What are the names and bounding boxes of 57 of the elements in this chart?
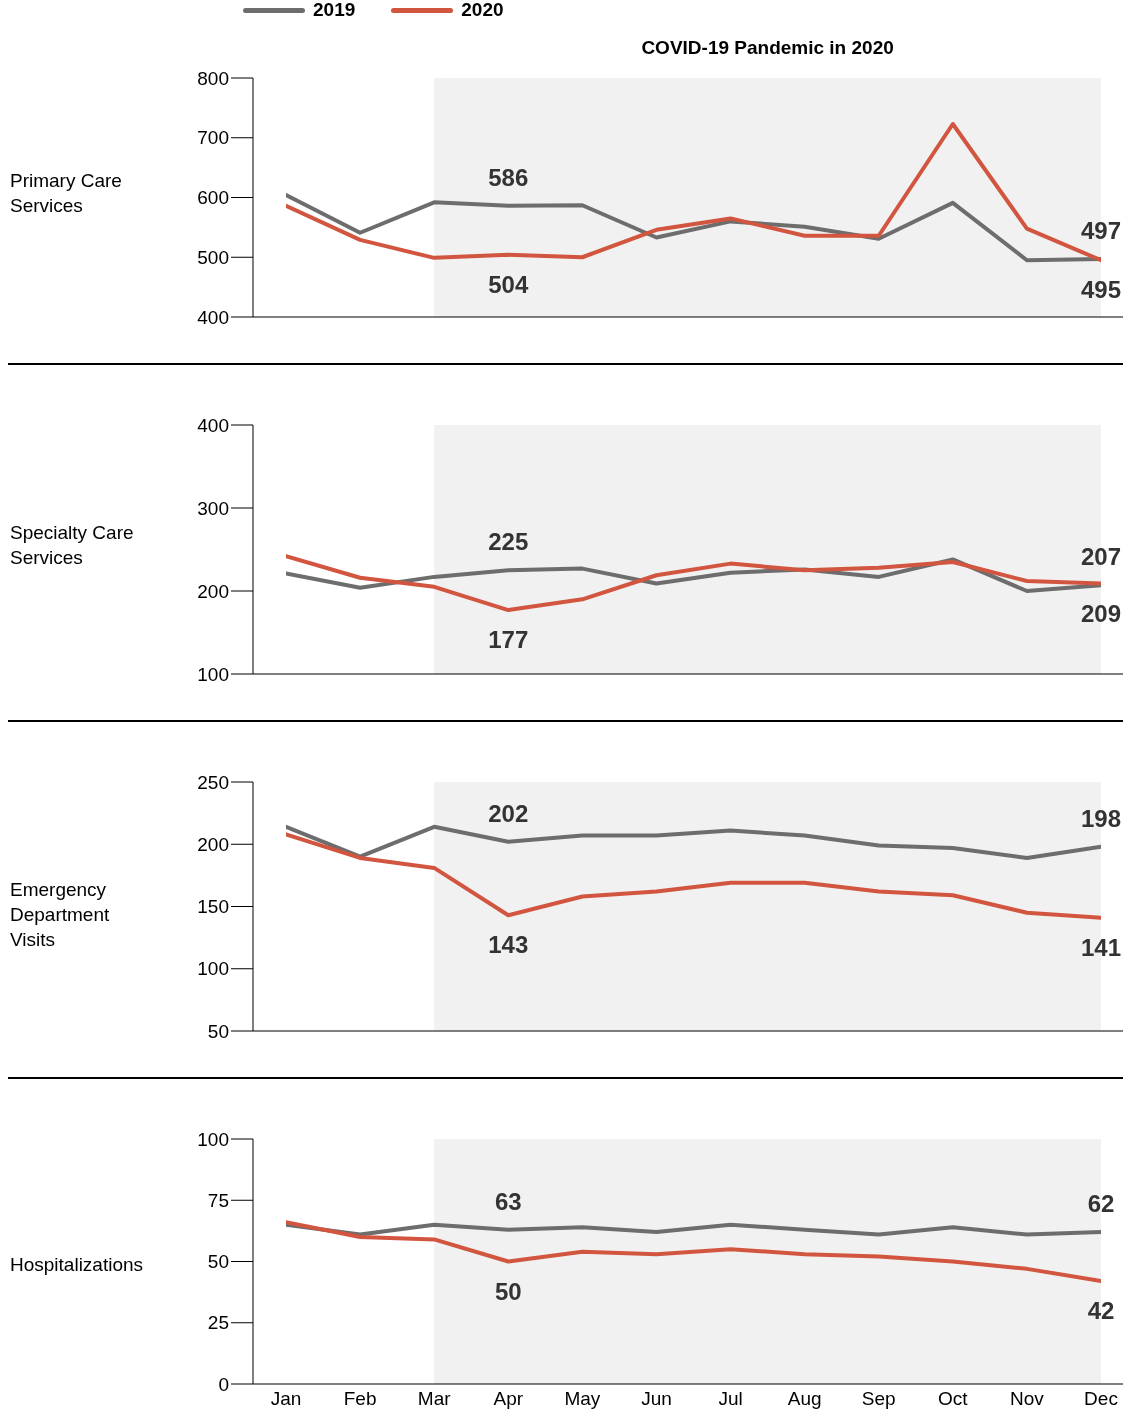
y-tick-label: 200	[197, 580, 229, 602]
line-series	[286, 1220, 1101, 1284]
data-label: 497	[1080, 217, 1122, 245]
x-tick-label: Mar	[417, 1388, 452, 1410]
data-label: 50	[494, 1277, 522, 1305]
x-tick-label: Nov	[1010, 1388, 1045, 1410]
y-tick-label: 250	[197, 771, 229, 793]
legend-label: 2020	[461, 0, 504, 21]
data-label: 495	[1080, 276, 1122, 304]
data-label: 62	[1087, 1190, 1115, 1218]
y-tick-label: 400	[197, 306, 229, 328]
x-tick-label: Aug	[787, 1388, 822, 1410]
y-tick-label: 50	[207, 1251, 229, 1273]
data-label: 225	[488, 528, 529, 556]
y-tick-label: 700	[197, 127, 229, 149]
y-tick-label: 200	[197, 833, 229, 855]
x-tick-label: May	[564, 1388, 601, 1410]
y-tick-label: 75	[207, 1189, 229, 1211]
x-tick-label: Feb	[343, 1388, 377, 1410]
y-tick-label: 150	[197, 896, 229, 918]
x-tick-label: Jun	[641, 1388, 672, 1410]
data-label: 141	[1080, 933, 1122, 961]
data-label: 202	[488, 799, 529, 827]
y-tick-label: 800	[197, 67, 229, 89]
data-label: 198	[1080, 804, 1122, 832]
y-axis-title: Specialty Care Services	[9, 521, 135, 570]
y-tick-label: 25	[207, 1312, 229, 1334]
line-series	[286, 832, 1101, 920]
x-tick-label: Jul	[718, 1388, 743, 1410]
data-label: 209	[1080, 599, 1122, 627]
x-tick-label: Jan	[270, 1388, 302, 1410]
y-tick-label: 0	[218, 1373, 229, 1395]
data-label: 143	[488, 931, 529, 959]
data-label: 177	[488, 626, 529, 654]
y-tick-label: 100	[197, 1128, 229, 1150]
line-series	[286, 1222, 1101, 1237]
y-tick-label: 100	[197, 958, 229, 980]
data-label: 42	[1087, 1297, 1115, 1325]
y-axis-title: Emergency Department Visits	[9, 878, 111, 952]
x-tick-label: Oct	[938, 1388, 969, 1410]
x-tick-label: Sep	[861, 1388, 896, 1410]
y-tick-label: 600	[197, 187, 229, 209]
data-label: 586	[488, 163, 529, 191]
y-tick-label: 50	[207, 1020, 229, 1042]
y-axis-title: Hospitalizations	[9, 1252, 144, 1277]
x-tick-label: Dec	[1084, 1388, 1118, 1410]
y-tick-label: 300	[197, 497, 229, 519]
legend-label: 2019	[313, 0, 356, 21]
y-axis-title: Primary Care Services	[9, 169, 123, 218]
y-tick-label: 500	[197, 246, 229, 268]
y-tick-label: 400	[197, 414, 229, 436]
band-label: COVID-19 Pandemic in 2020	[641, 37, 894, 58]
data-label: 207	[1080, 543, 1122, 571]
data-label: 504	[488, 270, 529, 298]
data-label: 63	[494, 1187, 522, 1215]
y-tick-label: 100	[197, 663, 229, 685]
x-tick-label: Apr	[493, 1388, 524, 1410]
